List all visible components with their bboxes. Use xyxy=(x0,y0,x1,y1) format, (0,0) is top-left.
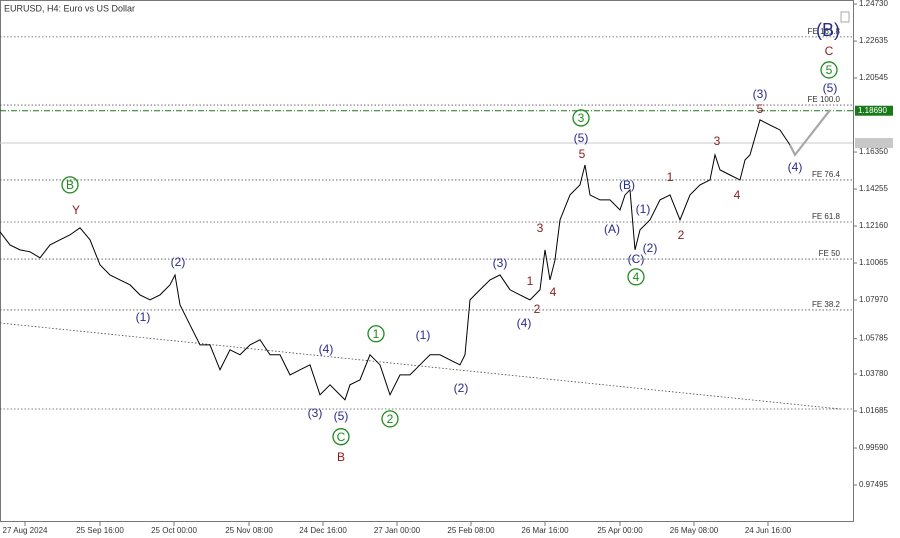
wave-label: (3) xyxy=(493,256,508,270)
plot-frame xyxy=(0,0,854,522)
wave-label: (4) xyxy=(517,316,532,330)
wave-label: 4 xyxy=(550,285,557,299)
fib-label: FE 76.4 xyxy=(812,170,841,179)
x-tick-label: 24 Jun 16:00 xyxy=(745,526,792,535)
wave-label: 5 xyxy=(757,102,764,116)
wave-label: 4 xyxy=(734,188,741,202)
wave-label: (4) xyxy=(319,342,334,356)
y-tick-label: 1.14255 xyxy=(859,184,888,193)
wave-label: 1 xyxy=(373,327,380,341)
fib-label: FE 161.8 xyxy=(808,27,841,36)
x-tick-label: 26 Mar 16:00 xyxy=(521,526,569,535)
y-tick-label: 1.03780 xyxy=(859,369,888,378)
wave-label: 1 xyxy=(527,274,534,288)
y-tick-label: 1.07970 xyxy=(859,295,888,304)
x-tick-label: 27 Aug 2024 xyxy=(3,526,48,535)
y-tick-label: 1.20545 xyxy=(859,73,888,82)
y-tick-label: 1.24730 xyxy=(859,0,888,8)
wave-label: 1 xyxy=(667,170,674,184)
wave-label: (A) xyxy=(604,222,620,236)
price-tag xyxy=(855,105,893,116)
y-tick-label: 0.97495 xyxy=(859,480,888,489)
wave-label: (B) xyxy=(619,178,635,192)
wave-label: C xyxy=(825,44,834,58)
x-tick-label: 27 Jan 00:00 xyxy=(374,526,421,535)
wave-label: (1) xyxy=(416,328,431,342)
x-tick-label: 25 Oct 00:00 xyxy=(151,526,197,535)
wave-label: Y xyxy=(72,203,80,217)
wave-label: (5) xyxy=(574,131,589,145)
fib-label: FE 50 xyxy=(819,249,841,258)
wave-label: 4 xyxy=(633,270,640,284)
wave-label: (B) xyxy=(816,20,840,40)
wave-circle xyxy=(381,410,399,428)
wave-label: (2) xyxy=(454,381,469,395)
x-tick-label: 24 Dec 16:00 xyxy=(299,526,347,535)
wave-label: (4) xyxy=(788,160,803,174)
wave-label: (1) xyxy=(636,202,651,216)
y-tick-label: 1.22635 xyxy=(859,36,888,45)
x-tick-label: 25 Sep 16:00 xyxy=(76,526,124,535)
wave-label: 3 xyxy=(578,111,585,125)
y-tick-label: 1.10065 xyxy=(859,258,888,267)
wave-label: 5 xyxy=(826,63,833,77)
wave-label: (3) xyxy=(753,87,768,101)
x-tick-label: 26 May 08:00 xyxy=(670,526,719,535)
wave-label: (5) xyxy=(334,409,349,423)
fib-label: FE 100.0 xyxy=(808,95,841,104)
wave-label: 5 xyxy=(579,147,586,161)
y-tick-label: 1.01685 xyxy=(859,406,888,415)
wave-label: (3) xyxy=(308,406,323,420)
chart-title: EURUSD, H4: Euro vs US Dollar xyxy=(4,3,135,13)
fib-label: FE 61.8 xyxy=(812,212,841,221)
wave-circle xyxy=(367,325,385,343)
forecast-path xyxy=(789,109,831,157)
y-tick-label: 1.12160 xyxy=(859,221,888,230)
wave-circle xyxy=(627,268,645,286)
wave-label: (2) xyxy=(171,255,186,269)
wave-label: 3 xyxy=(714,134,721,148)
x-tick-label: 25 Nov 08:00 xyxy=(225,526,273,535)
wave-label: 2 xyxy=(534,302,541,316)
wave-label: B xyxy=(337,450,345,464)
wave-label: (1) xyxy=(136,310,151,324)
wave-circle xyxy=(572,109,590,127)
current-price-tag xyxy=(855,138,893,149)
wave-label: 3 xyxy=(537,221,544,235)
wave-circle xyxy=(820,61,838,79)
price-tag-label: 1.18690 xyxy=(858,106,887,115)
fib-label: FE 38.2 xyxy=(812,300,841,309)
wave-label: (C) xyxy=(628,252,645,266)
x-tick-label: 25 Apr 00:00 xyxy=(597,526,643,535)
wave-label: (2) xyxy=(643,241,658,255)
wave-circle xyxy=(332,428,350,446)
wave-label: C xyxy=(337,430,346,444)
icon xyxy=(840,11,850,23)
wave-label: 2 xyxy=(678,228,685,242)
y-tick-label: 0.99590 xyxy=(859,443,888,452)
price-series xyxy=(0,119,791,401)
x-tick-label: 25 Feb 08:00 xyxy=(447,526,495,535)
wave-label: B xyxy=(66,178,74,192)
trendline xyxy=(0,322,841,410)
wave-label: (5) xyxy=(823,81,838,95)
wave-label: 2 xyxy=(387,412,394,426)
wave-circle xyxy=(61,176,79,194)
y-tick-label: 1.05785 xyxy=(859,334,888,343)
y-tick-label: 1.16350 xyxy=(859,147,888,156)
